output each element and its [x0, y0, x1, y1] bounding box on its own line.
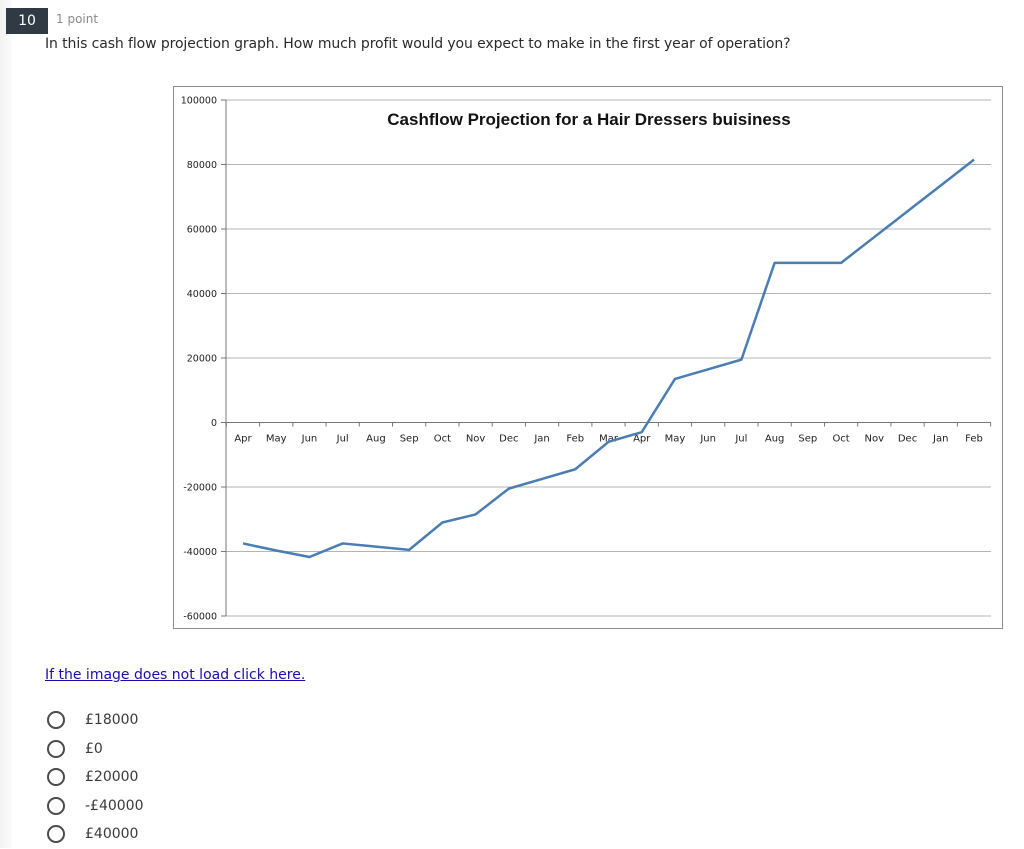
x-tick-label: Jan	[932, 434, 948, 445]
answer-option[interactable]: £40000	[45, 820, 144, 849]
x-tick-label: Dec	[898, 434, 917, 445]
y-tick-label: 80000	[187, 160, 217, 171]
answer-option[interactable]: £20000	[45, 763, 144, 792]
x-tick-label: Jan	[533, 434, 549, 445]
x-tick-label: Jul	[336, 434, 349, 445]
x-tick-label: Feb	[965, 434, 983, 445]
x-tick-label: Nov	[865, 434, 885, 445]
x-tick-label: Jun	[699, 434, 716, 445]
question-points: 1 point	[56, 12, 98, 26]
x-tick-label: Nov	[466, 434, 486, 445]
answer-option[interactable]: -£40000	[45, 792, 144, 821]
x-tick-label: Aug	[765, 434, 785, 445]
x-tick-label: Feb	[566, 434, 584, 445]
answer-options: £18000 £0 £20000 -£40000 £40000	[45, 706, 144, 849]
answer-option-label: -£40000	[85, 798, 144, 814]
radio-button[interactable]	[47, 711, 65, 729]
y-tick-label: 100000	[181, 96, 217, 107]
y-tick-label: 40000	[187, 289, 217, 300]
x-tick-label: Dec	[499, 434, 518, 445]
image-fallback-link[interactable]: If the image does not load click here.	[45, 667, 305, 683]
radio-button[interactable]	[47, 825, 65, 843]
radio-button[interactable]	[47, 740, 65, 758]
x-tick-label: Oct	[434, 434, 451, 445]
x-tick-label: Sep	[400, 434, 419, 445]
x-tick-label: May	[665, 434, 686, 445]
left-strip	[0, 0, 12, 848]
y-tick-label: -60000	[183, 612, 217, 623]
y-tick-label: -20000	[183, 483, 217, 494]
question-text: In this cash flow projection graph. How …	[45, 36, 790, 52]
chart-title: Cashflow Projection for a Hair Dressers …	[387, 110, 790, 129]
answer-option-label: £40000	[85, 826, 138, 842]
x-tick-label: Aug	[366, 434, 386, 445]
question-number-badge: 10	[6, 8, 48, 34]
y-tick-label: 0	[211, 418, 217, 429]
x-tick-label: Jun	[301, 434, 318, 445]
answer-option[interactable]: £18000	[45, 706, 144, 735]
y-tick-label: 20000	[187, 354, 217, 365]
x-tick-label: May	[266, 434, 287, 445]
x-tick-label: Apr	[234, 434, 252, 445]
answer-option-label: £20000	[85, 769, 138, 785]
answer-option-label: £0	[85, 741, 103, 757]
x-tick-label: Jul	[734, 434, 747, 445]
radio-button[interactable]	[47, 797, 65, 815]
answer-option-label: £18000	[85, 712, 138, 728]
cashflow-chart: 100000 80000 60000 40000 20000 0 -20000 -40000 -…	[174, 87, 1004, 630]
y-tick-label: -40000	[183, 547, 217, 558]
x-tick-label: Oct	[832, 434, 849, 445]
cashflow-chart-image: 100000 80000 60000 40000 20000 0 -20000 -40000 -…	[173, 86, 1003, 629]
y-tick-label: 60000	[187, 225, 217, 236]
x-tick-label: Sep	[798, 434, 817, 445]
radio-button[interactable]	[47, 768, 65, 786]
answer-option[interactable]: £0	[45, 735, 144, 764]
